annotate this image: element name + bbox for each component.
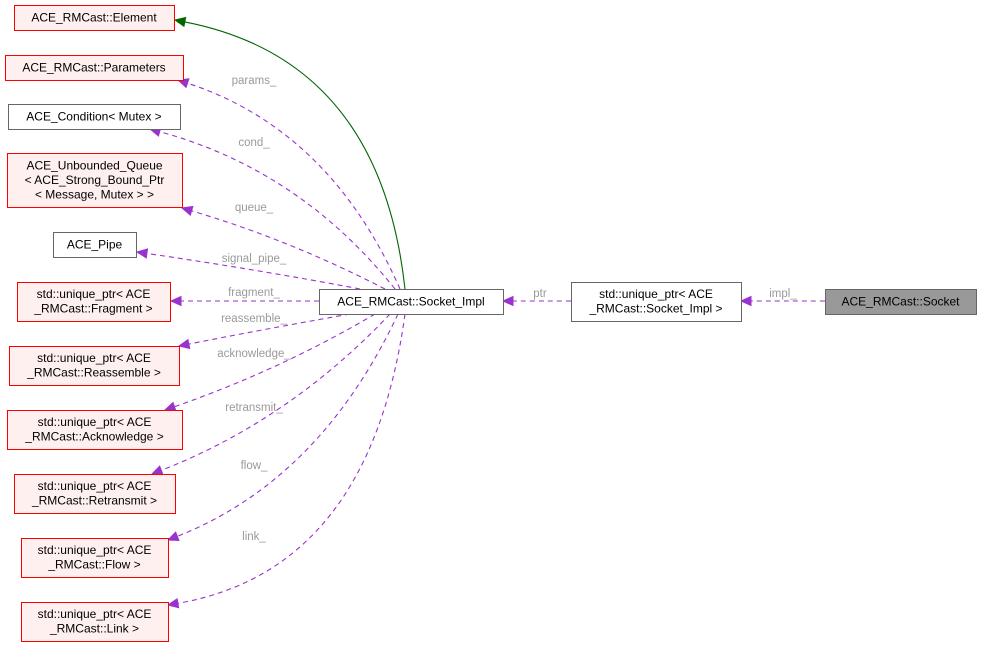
node-label: ACE_RMCast::Socket_Impl bbox=[337, 294, 484, 308]
node-label: std::unique_ptr< ACE bbox=[37, 287, 151, 301]
edge-label: signal_pipe_ bbox=[222, 253, 287, 265]
node-label: ACE_RMCast::Element bbox=[31, 10, 157, 24]
edge-label: queue_ bbox=[235, 202, 274, 214]
node-condition[interactable]: ACE_Condition< Mutex > bbox=[8, 104, 181, 130]
edge-label: retransmit_ bbox=[225, 402, 283, 414]
edge-label: cond_ bbox=[238, 137, 270, 149]
arrowhead-icon bbox=[163, 401, 177, 412]
edge-socket_impl-to-queue: queue_ bbox=[180, 202, 386, 290]
node-box bbox=[571, 282, 742, 322]
node-acknowledge[interactable]: std::unique_ptr< ACE_RMCast::Acknowledge… bbox=[7, 410, 183, 450]
node-box bbox=[319, 289, 504, 315]
arrowhead-icon bbox=[166, 531, 180, 542]
node-label: _RMCast::Retransmit > bbox=[31, 494, 157, 508]
arrowhead-icon bbox=[135, 248, 149, 259]
node-uptr-socket-impl[interactable]: std::unique_ptr< ACE_RMCast::Socket_Impl… bbox=[571, 282, 742, 322]
node-link[interactable]: std::unique_ptr< ACE_RMCast::Link > bbox=[21, 602, 169, 642]
node-label: _RMCast::Fragment > bbox=[33, 302, 152, 316]
node-box bbox=[14, 5, 175, 31]
node-label: ACE_RMCast::Parameters bbox=[22, 60, 165, 74]
edge-label: reassemble_ bbox=[221, 313, 287, 325]
edge-line bbox=[174, 313, 376, 408]
node-label: ACE_Unbounded_Queue bbox=[26, 158, 162, 172]
node-label: _RMCast::Socket_Impl > bbox=[588, 302, 722, 316]
edge-line bbox=[159, 131, 396, 290]
edge-socket_impl-to-reassemble: reassemble_ bbox=[177, 313, 351, 350]
node-socket[interactable]: ACE_RMCast::Socket bbox=[825, 289, 977, 315]
arrowhead-icon bbox=[739, 295, 752, 307]
node-box bbox=[5, 55, 184, 81]
edge-socket_impl-to-parameters: params_ bbox=[176, 75, 401, 290]
edge-label: impl_ bbox=[769, 288, 797, 300]
edge-label: link_ bbox=[242, 531, 266, 543]
arrowhead-icon bbox=[173, 16, 187, 28]
edge-line bbox=[191, 210, 386, 290]
node-fragment[interactable]: std::unique_ptr< ACE_RMCast::Fragment > bbox=[17, 282, 171, 322]
edge-label: acknowledge_ bbox=[217, 348, 291, 360]
edge-line bbox=[188, 313, 351, 345]
edge-line bbox=[177, 313, 406, 604]
arrowhead-icon bbox=[180, 205, 194, 217]
arrowhead-icon bbox=[501, 295, 514, 307]
edge-line bbox=[184, 21, 406, 290]
node-box bbox=[21, 538, 169, 578]
node-label: std::unique_ptr< ACE bbox=[599, 287, 713, 301]
node-label: _RMCast::Link > bbox=[49, 622, 139, 636]
node-queue[interactable]: ACE_Unbounded_Queue< ACE_Strong_Bound_Pt… bbox=[7, 153, 183, 208]
node-label: std::unique_ptr< ACE bbox=[38, 479, 152, 493]
edge-line bbox=[161, 313, 391, 471]
node-box bbox=[14, 474, 176, 514]
node-label: < ACE_Strong_Bound_Ptr bbox=[25, 173, 165, 187]
edge-socket-to-uptr_socket_impl: impl_ bbox=[739, 288, 826, 307]
node-label: std::unique_ptr< ACE bbox=[37, 351, 151, 365]
edge-label: ptr bbox=[533, 288, 547, 300]
node-label: < Message, Mutex > > bbox=[35, 187, 154, 201]
node-label: ACE_Pipe bbox=[67, 237, 123, 251]
arrowhead-icon bbox=[166, 598, 180, 609]
node-box bbox=[53, 232, 137, 258]
edge-socket_impl-to-retransmit: retransmit_ bbox=[150, 313, 391, 476]
edge-label: flow_ bbox=[241, 460, 268, 472]
edge-label: params_ bbox=[232, 75, 277, 87]
node-retransmit[interactable]: std::unique_ptr< ACE_RMCast::Retransmit … bbox=[14, 474, 176, 514]
node-box bbox=[21, 602, 169, 642]
arrowhead-icon bbox=[177, 338, 191, 350]
node-box bbox=[7, 410, 183, 450]
node-label: ACE_RMCast::Socket bbox=[841, 294, 960, 308]
node-label: std::unique_ptr< ACE bbox=[38, 607, 152, 621]
node-label: std::unique_ptr< ACE bbox=[38, 543, 152, 557]
node-box bbox=[7, 153, 183, 208]
node-label: ACE_Condition< Mutex > bbox=[26, 109, 161, 123]
node-label: std::unique_ptr< ACE bbox=[38, 415, 152, 429]
node-label: _RMCast::Flow > bbox=[47, 558, 140, 572]
arrowhead-icon bbox=[169, 295, 182, 307]
edge-label: fragment_ bbox=[228, 287, 280, 299]
node-box bbox=[17, 282, 171, 322]
node-box bbox=[825, 289, 977, 315]
node-box bbox=[9, 346, 180, 386]
node-flow[interactable]: std::unique_ptr< ACE_RMCast::Flow > bbox=[21, 538, 169, 578]
edge-socket_impl-to-fragment: fragment_ bbox=[169, 287, 320, 307]
edge-socket_impl-to-element bbox=[173, 16, 406, 290]
node-parameters[interactable]: ACE_RMCast::Parameters bbox=[5, 55, 184, 81]
node-label: _RMCast::Reassemble > bbox=[26, 366, 161, 380]
edge-socket_impl-to-flow: flow_ bbox=[166, 313, 399, 542]
edge-socket_impl-to-link: link_ bbox=[166, 313, 406, 609]
edge-socket_impl-to-pipe: signal_pipe_ bbox=[135, 248, 361, 290]
edge-uptr_socket_impl-to-socket_impl: ptr bbox=[501, 288, 572, 307]
node-box bbox=[8, 104, 181, 130]
node-label: _RMCast::Acknowledge > bbox=[24, 430, 163, 444]
edge-line bbox=[177, 313, 399, 537]
node-pipe[interactable]: ACE_Pipe bbox=[53, 232, 137, 258]
node-socket-impl[interactable]: ACE_RMCast::Socket_Impl bbox=[319, 289, 504, 315]
node-reassemble[interactable]: std::unique_ptr< ACE_RMCast::Reassemble … bbox=[9, 346, 180, 386]
arrowhead-icon bbox=[150, 465, 164, 476]
node-element[interactable]: ACE_RMCast::Element bbox=[14, 5, 175, 31]
